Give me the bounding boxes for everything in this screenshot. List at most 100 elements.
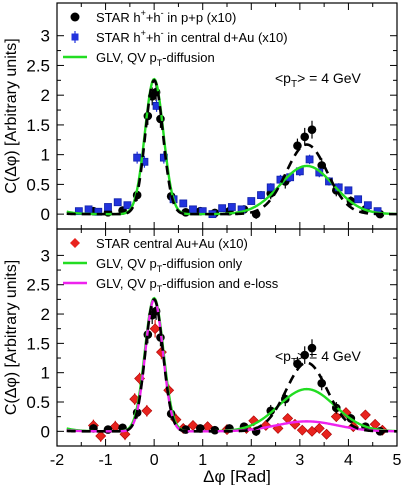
data-point-dau	[257, 191, 265, 200]
data-point-dau	[305, 155, 314, 164]
data-point-pp	[293, 141, 302, 151]
data-point-auau	[321, 428, 332, 440]
y-tick-label: 2	[41, 305, 50, 324]
data-point-auau	[156, 346, 167, 358]
data-point-dau	[227, 203, 236, 211]
pt-annotation: <pT> = 4 GeV	[275, 70, 362, 90]
series-square	[74, 99, 382, 219]
data-point-dau	[113, 198, 122, 207]
legend-label-part: STAR h	[96, 30, 141, 45]
x-axis-label: Δφ [Rad]	[203, 467, 271, 485]
x-tick-label: 5	[393, 452, 402, 469]
legend-label-part: T	[157, 284, 163, 294]
data-point-dau	[363, 201, 372, 210]
legend-item: STAR h++h- in p+p (x10)	[70, 8, 236, 25]
data-point-dau	[354, 195, 363, 204]
legend-label-part: T	[157, 58, 163, 68]
legend-label-part: -diffusion only	[162, 256, 242, 271]
legend-item: STAR h++h- in central d+Au (x10)	[71, 28, 288, 45]
legend-label-part: GLV, QV p	[96, 276, 157, 291]
legend-label-part: T	[157, 264, 163, 274]
y-axis-label: C(Δφ) [Arbitrary units]	[3, 38, 20, 193]
x-tick-label: 3	[295, 452, 304, 469]
legend-label: GLV, QV pT-diffusion and e-loss	[96, 276, 279, 294]
legend-label-part: in p+p (x10)	[164, 10, 237, 25]
legend-marker	[71, 33, 79, 41]
legend-label-part: STAR h	[96, 10, 141, 25]
data-point-auau	[296, 424, 308, 436]
data-point-auau	[330, 411, 342, 423]
legend-label-part: +	[141, 8, 146, 18]
y-tick-label: 2.5	[26, 56, 50, 75]
legend-label-part: in central d+Au (x10)	[164, 30, 288, 45]
legend-label: STAR central Au+Au (x10)	[96, 236, 248, 251]
y-tick-label: 2	[41, 86, 50, 105]
series-diamond	[88, 319, 388, 442]
y-tick-label: 2.5	[26, 276, 50, 295]
legend-label-part: GLV, QV p	[96, 50, 157, 65]
y-tick-label: 0.5	[26, 175, 50, 194]
series-circle	[89, 83, 385, 219]
data-point-dau	[344, 186, 353, 195]
y-tick-label: 0	[41, 205, 50, 224]
legend-marker	[70, 238, 80, 248]
data-point-pp	[307, 343, 317, 353]
plot-area	[66, 296, 397, 442]
data-point-dau	[266, 183, 275, 192]
data-point-auau	[149, 323, 161, 335]
y-axis-label: C(Δφ) [Arbitrary units]	[3, 260, 20, 415]
data-point-auau	[141, 405, 153, 417]
y-tick-label: 3	[41, 246, 50, 265]
data-point-dau	[84, 205, 93, 214]
data-point-auau	[360, 409, 371, 421]
legend-label-part: +	[141, 28, 146, 38]
x-tick-label: 4	[344, 452, 353, 469]
legend-item: GLV, QV pT-diffusion	[63, 50, 215, 68]
data-point-dau	[123, 201, 132, 210]
data-point-auau	[119, 428, 131, 440]
legend-label: GLV, QV pT-diffusion	[96, 50, 215, 68]
data-point-dau	[74, 207, 83, 216]
legend-label-part: -	[161, 8, 164, 18]
pt-annotation: <pT> = 4 GeV	[275, 348, 362, 368]
legend-item: GLV, QV pT-diffusion only	[63, 256, 243, 274]
legend-label-part: +h	[146, 10, 161, 25]
x-tick-label: 0	[150, 452, 159, 469]
data-point-dau	[133, 153, 142, 162]
data-point-pp	[300, 132, 310, 142]
legend-label: GLV, QV pT-diffusion only	[96, 256, 243, 274]
data-point-dau	[247, 197, 256, 205]
data-point-dau	[189, 205, 197, 214]
data-point-pp	[307, 125, 317, 134]
legend-label-part: +h	[146, 30, 161, 45]
legend-label: STAR h++h- in p+p (x10)	[96, 8, 236, 25]
y-tick-label: 1	[41, 146, 50, 165]
legend-label-part: -	[161, 28, 164, 38]
x-tick-label: 1	[198, 452, 207, 469]
y-tick-label: 3	[41, 27, 50, 46]
data-point-dau	[104, 203, 112, 211]
x-tick-label: 2	[247, 452, 256, 469]
top-panel: 0 0.5 1 1.5 2 2.5 3 C(Δφ) [Arbitrary units] <pT>…	[3, 2, 398, 230]
legend-item: GLV, QV pT-diffusion and e-loss	[63, 276, 279, 294]
legend-label-part: -diffusion and e-loss	[162, 276, 279, 291]
legend-label-part: -diffusion	[162, 50, 215, 65]
data-point-auau	[95, 430, 107, 442]
legend-label: STAR h++h- in central d+Au (x10)	[96, 28, 288, 45]
legend-item: STAR central Au+Au (x10)	[70, 236, 248, 251]
dashed-curve	[66, 78, 397, 216]
legend-label-part: GLV, QV p	[96, 256, 157, 271]
data-point-pp	[300, 350, 310, 360]
plot-area	[66, 77, 397, 219]
x-tick-label: -2	[50, 452, 64, 469]
data-point-dau	[179, 199, 188, 208]
legend-marker	[70, 12, 80, 22]
data-point-dau	[218, 204, 227, 213]
x-tick-label: -1	[98, 452, 112, 469]
model-curve	[66, 77, 397, 216]
y-tick-label: 0.5	[26, 393, 50, 412]
y-tick-label: 1.5	[26, 116, 50, 135]
data-point-auau	[313, 422, 325, 434]
y-tick-label: 1	[41, 364, 50, 383]
